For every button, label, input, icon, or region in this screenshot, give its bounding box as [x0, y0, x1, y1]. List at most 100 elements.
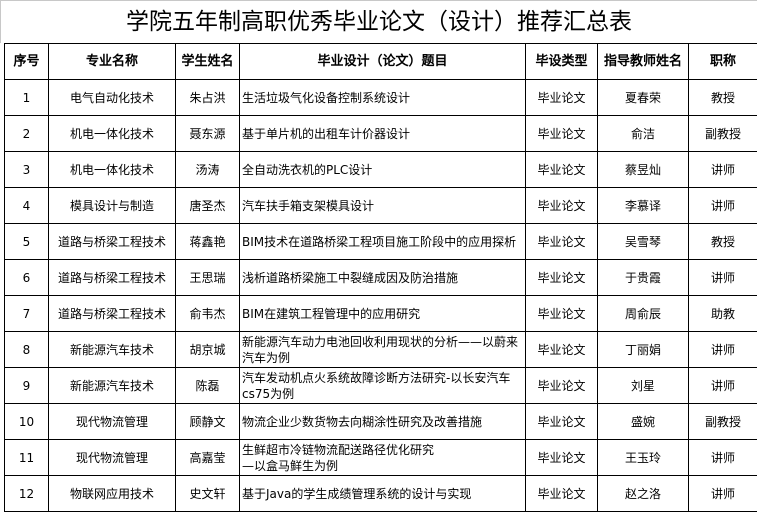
- cell-student: 唐圣杰: [175, 187, 240, 224]
- cell-major: 道路与桥梁工程技术: [48, 223, 176, 260]
- cell-type: 毕业论文: [525, 367, 598, 404]
- cell-rank: 教授: [688, 223, 757, 260]
- cell-rank: 教授: [688, 79, 757, 116]
- cell-student: 陈磊: [175, 367, 240, 404]
- cell-topic: BIM在建筑工程管理中的应用研究: [239, 295, 526, 332]
- cell-major: 物联网应用技术: [48, 475, 176, 512]
- cell-rank: 副教授: [688, 403, 757, 440]
- table-row: 10 现代物流管理 顾静文 物流企业少数货物去向糊涂性研究及改善措施 毕业论文 盛婉 副教授: [4, 403, 757, 440]
- recommendation-table: 序号 专业名称 学生姓名 毕业设计（论文）题目 毕设类型 指导教师姓名 职称 1…: [4, 43, 757, 512]
- cell-major: 现代物流管理: [48, 403, 176, 440]
- cell-major: 电气自动化技术: [48, 79, 176, 116]
- cell-advisor: 吴雪琴: [597, 223, 689, 260]
- cell-type: 毕业论文: [525, 187, 598, 224]
- header-topic: 毕业设计（论文）题目: [239, 43, 526, 80]
- cell-topic: 基于Java的学生成绩管理系统的设计与实现: [239, 475, 526, 512]
- cell-no: 7: [4, 295, 49, 332]
- cell-major: 新能源汽车技术: [48, 367, 176, 404]
- cell-advisor: 赵之洛: [597, 475, 689, 512]
- table-row: 6 道路与桥梁工程技术 王思瑞 浅析道路桥梁施工中裂缝成因及防治措施 毕业论文 于贵霞 讲师: [4, 259, 757, 296]
- cell-topic: 基于单片机的出租车计价器设计: [239, 115, 526, 152]
- cell-student: 王思瑞: [175, 259, 240, 296]
- cell-advisor: 李慕译: [597, 187, 689, 224]
- cell-major: 机电一体化技术: [48, 151, 176, 188]
- cell-no: 2: [4, 115, 49, 152]
- cell-type: 毕业论文: [525, 475, 598, 512]
- table-row: 11 现代物流管理 高嘉莹 生鲜超市冷链物流配送路径优化研究 —以盒马鲜生为例 毕业论文…: [4, 439, 757, 476]
- cell-major: 道路与桥梁工程技术: [48, 295, 176, 332]
- cell-topic: BIM技术在道路桥梁工程项目施工阶段中的应用探析: [239, 223, 526, 260]
- cell-topic: 物流企业少数货物去向糊涂性研究及改善措施: [239, 403, 526, 440]
- cell-student: 聂东源: [175, 115, 240, 152]
- cell-type: 毕业论文: [525, 295, 598, 332]
- table-title: 学院五年制高职优秀毕业论文（设计）推荐汇总表: [0, 0, 757, 43]
- cell-no: 3: [4, 151, 49, 188]
- cell-student: 汤涛: [175, 151, 240, 188]
- cell-student: 朱占洪: [175, 79, 240, 116]
- cell-advisor: 王玉玲: [597, 439, 689, 476]
- cell-student: 俞韦杰: [175, 295, 240, 332]
- header-no: 序号: [4, 43, 49, 80]
- header-student: 学生姓名: [175, 43, 240, 80]
- cell-topic: 浅析道路桥梁施工中裂缝成因及防治措施: [239, 259, 526, 296]
- table-row: 8 新能源汽车技术 胡京城 新能源汽车动力电池回收利用现状的分析——以蔚来汽车为例 毕业…: [4, 331, 757, 368]
- cell-topic: 生活垃圾气化设备控制系统设计: [239, 79, 526, 116]
- cell-topic: 全自动洗衣机的PLC设计: [239, 151, 526, 188]
- cell-advisor: 丁丽娟: [597, 331, 689, 368]
- table-row: 4 模具设计与制造 唐圣杰 汽车扶手箱支架模具设计 毕业论文 李慕译 讲师: [4, 187, 757, 224]
- cell-advisor: 于贵霞: [597, 259, 689, 296]
- table-row: 1 电气自动化技术 朱占洪 生活垃圾气化设备控制系统设计 毕业论文 夏春荣 教授: [4, 79, 757, 116]
- cell-student: 蒋鑫艳: [175, 223, 240, 260]
- header-type: 毕设类型: [525, 43, 598, 80]
- header-major: 专业名称: [48, 43, 176, 80]
- cell-topic: 汽车发动机点火系统故障诊断方法研究-以长安汽车cs75为例: [239, 367, 526, 404]
- table-row: 5 道路与桥梁工程技术 蒋鑫艳 BIM技术在道路桥梁工程项目施工阶段中的应用探析 毕业论…: [4, 223, 757, 260]
- cell-student: 顾静文: [175, 403, 240, 440]
- cell-rank: 讲师: [688, 187, 757, 224]
- cell-major: 机电一体化技术: [48, 115, 176, 152]
- cell-advisor: 周俞辰: [597, 295, 689, 332]
- table-row: 3 机电一体化技术 汤涛 全自动洗衣机的PLC设计 毕业论文 蔡昱灿 讲师: [4, 151, 757, 188]
- cell-topic: 汽车扶手箱支架模具设计: [239, 187, 526, 224]
- header-rank: 职称: [688, 43, 757, 80]
- cell-rank: 讲师: [688, 331, 757, 368]
- cell-no: 1: [4, 79, 49, 116]
- cell-major: 新能源汽车技术: [48, 331, 176, 368]
- cell-rank: 讲师: [688, 259, 757, 296]
- cell-type: 毕业论文: [525, 439, 598, 476]
- cell-type: 毕业论文: [525, 115, 598, 152]
- header-advisor: 指导教师姓名: [597, 43, 689, 80]
- cell-no: 8: [4, 331, 49, 368]
- cell-type: 毕业论文: [525, 79, 598, 116]
- cell-no: 6: [4, 259, 49, 296]
- cell-advisor: 蔡昱灿: [597, 151, 689, 188]
- cell-student: 史文轩: [175, 475, 240, 512]
- cell-no: 5: [4, 223, 49, 260]
- cell-student: 高嘉莹: [175, 439, 240, 476]
- cell-topic: 生鲜超市冷链物流配送路径优化研究 —以盒马鲜生为例: [239, 439, 526, 476]
- cell-no: 4: [4, 187, 49, 224]
- cell-advisor: 盛婉: [597, 403, 689, 440]
- cell-type: 毕业论文: [525, 151, 598, 188]
- cell-type: 毕业论文: [525, 331, 598, 368]
- cell-rank: 讲师: [688, 439, 757, 476]
- cell-advisor: 夏春荣: [597, 79, 689, 116]
- cell-rank: 副教授: [688, 115, 757, 152]
- cell-advisor: 俞洁: [597, 115, 689, 152]
- cell-topic: 新能源汽车动力电池回收利用现状的分析——以蔚来汽车为例: [239, 331, 526, 368]
- cell-no: 10: [4, 403, 49, 440]
- cell-type: 毕业论文: [525, 223, 598, 260]
- cell-major: 模具设计与制造: [48, 187, 176, 224]
- table-row: 7 道路与桥梁工程技术 俞韦杰 BIM在建筑工程管理中的应用研究 毕业论文 周俞辰 助教: [4, 295, 757, 332]
- cell-type: 毕业论文: [525, 403, 598, 440]
- cell-rank: 讲师: [688, 475, 757, 512]
- cell-no: 9: [4, 367, 49, 404]
- header-row: 序号 专业名称 学生姓名 毕业设计（论文）题目 毕设类型 指导教师姓名 职称: [4, 43, 757, 80]
- cell-major: 道路与桥梁工程技术: [48, 259, 176, 296]
- cell-advisor: 刘星: [597, 367, 689, 404]
- cell-no: 12: [4, 475, 49, 512]
- cell-no: 11: [4, 439, 49, 476]
- cell-rank: 讲师: [688, 367, 757, 404]
- cell-type: 毕业论文: [525, 259, 598, 296]
- cell-student: 胡京城: [175, 331, 240, 368]
